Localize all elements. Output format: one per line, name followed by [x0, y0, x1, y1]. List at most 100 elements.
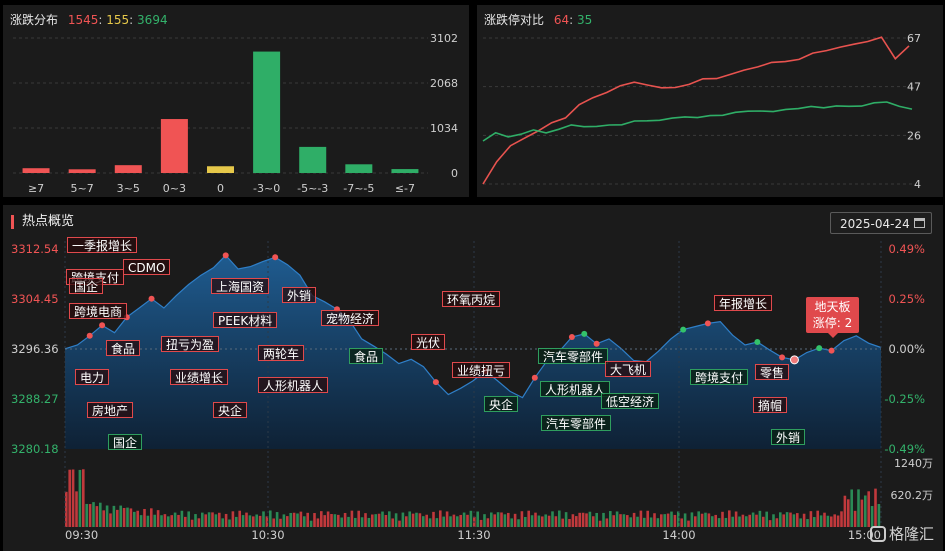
hot-tag[interactable]: 跨境电商	[69, 303, 128, 319]
hot-tag[interactable]: 食品	[106, 340, 141, 356]
y-right-tick-label: -0.25%	[884, 392, 925, 406]
volume-bar	[802, 513, 806, 527]
volume-bar	[279, 518, 282, 527]
hot-tag[interactable]: 国企	[108, 434, 143, 450]
hot-tag[interactable]: 年报增长	[714, 295, 773, 311]
event-marker-down	[816, 345, 823, 352]
volume-bar	[673, 514, 677, 527]
volume-bar	[728, 510, 731, 527]
hot-tag[interactable]: 电力	[75, 369, 110, 385]
volume-bar	[265, 516, 269, 527]
hot-tag[interactable]: 人形机器人	[258, 377, 329, 393]
volume-bar	[670, 511, 673, 527]
volume-bar	[204, 514, 207, 527]
hot-tag[interactable]: 业绩增长	[170, 369, 229, 385]
hot-tag[interactable]: 一季报增长	[67, 237, 138, 253]
hot-tag[interactable]: 光伏	[411, 334, 446, 350]
hot-tag[interactable]: PEEK材料	[213, 312, 278, 328]
volume-bar	[847, 499, 850, 527]
volume-bar	[785, 512, 789, 527]
volume-bar	[768, 520, 772, 527]
volume-bar	[500, 512, 503, 527]
volume-bar	[428, 518, 432, 527]
volume-bar	[626, 515, 629, 527]
volume-bar	[636, 516, 639, 527]
volume-bar	[748, 514, 751, 527]
volume-bar	[258, 515, 262, 527]
x-tick-label: -7~-5	[343, 182, 374, 195]
volume-bar	[156, 510, 160, 527]
hotspot-title: 热点概览	[11, 215, 74, 229]
x-tick-label: 11:30	[457, 528, 490, 542]
volume-bar	[347, 516, 350, 527]
volume-bar	[843, 495, 847, 527]
x-tick-label: -5~-3	[297, 182, 328, 195]
hot-tag[interactable]: 低空经济	[601, 393, 660, 409]
hot-tag[interactable]: 环氧丙烷	[442, 291, 501, 307]
date-picker[interactable]: 2025-04-24	[830, 212, 932, 234]
hot-tag[interactable]: 人形机器人	[540, 381, 611, 397]
volume-bar	[405, 516, 408, 527]
volume-bar	[694, 516, 697, 527]
y-right-tick-label: 0.25%	[888, 292, 925, 306]
volume-bar	[466, 514, 469, 527]
y-tick-label: 2068	[430, 77, 458, 90]
hot-tag[interactable]: 食品	[349, 348, 384, 364]
hot-tag[interactable]: 外销	[282, 287, 317, 303]
hot-tag[interactable]: 外销	[771, 429, 806, 445]
volume-bar	[568, 518, 571, 527]
bar--7~-5	[345, 164, 373, 173]
y-tick-label: 0	[451, 167, 458, 180]
hot-tag[interactable]: 扭亏为盈	[161, 336, 220, 352]
index-area	[65, 255, 881, 449]
volume-bar	[690, 512, 694, 527]
limit-compare-title: 涨跌停对比 64: 35	[484, 11, 592, 28]
hot-tag[interactable]: 业绩扭亏	[452, 362, 511, 378]
volume-bar	[170, 515, 173, 527]
volume-bar	[309, 520, 313, 527]
volume-bar	[411, 513, 415, 527]
hot-tag[interactable]: 跨境支付	[690, 369, 749, 385]
volume-bar	[830, 516, 833, 527]
volume-bar	[456, 516, 459, 527]
hot-tag[interactable]: 央企	[484, 396, 519, 412]
event-marker-up	[828, 347, 835, 354]
hot-tag[interactable]: 两轮车	[258, 345, 305, 361]
hot-tag[interactable]: 汽车零部件	[538, 348, 609, 364]
volume-bar	[180, 510, 184, 527]
volume-bar	[374, 514, 377, 527]
volume-bar	[432, 511, 435, 527]
bar-≥7	[22, 168, 50, 173]
hot-tag[interactable]: 上海国资	[211, 278, 270, 294]
volume-bar	[864, 495, 867, 527]
volume-bar	[119, 505, 122, 527]
volume-bar	[806, 519, 809, 527]
volume-bar	[585, 513, 588, 527]
hot-tag[interactable]: CDMO	[123, 259, 171, 275]
hot-tag[interactable]: 大飞机	[605, 361, 652, 377]
volume-bar	[677, 511, 680, 527]
volume-bar	[92, 502, 95, 527]
volume-bar	[245, 512, 248, 527]
volume-bar	[306, 512, 309, 527]
volume-bar	[850, 489, 853, 527]
limit-down-count: 35	[577, 13, 593, 27]
volume-bar	[816, 510, 819, 527]
hot-tag[interactable]: 央企	[213, 402, 248, 418]
volume-bar	[68, 469, 71, 527]
hot-tag[interactable]: 宠物经济	[321, 310, 380, 326]
volume-bar	[836, 515, 840, 527]
volume-bar	[241, 515, 245, 527]
hot-tag[interactable]: 国企	[69, 278, 104, 294]
hotspot-panel: 热点概览 2025-04-24 3312.54 0.49% 3304.45 0.25%…	[3, 205, 943, 551]
hot-tag[interactable]: 汽车零部件	[541, 415, 612, 431]
hot-tag[interactable]: 房地产	[87, 402, 134, 418]
hot-tag[interactable]: 摘帽	[753, 397, 788, 413]
bar-≤-7	[391, 169, 419, 173]
calendar-icon[interactable]	[914, 218, 925, 228]
volume-bar	[354, 517, 357, 527]
volume-bar	[146, 515, 150, 527]
volume-bar	[520, 511, 524, 527]
hot-tag[interactable]: 零售	[755, 364, 790, 380]
volume-bar	[292, 512, 296, 527]
